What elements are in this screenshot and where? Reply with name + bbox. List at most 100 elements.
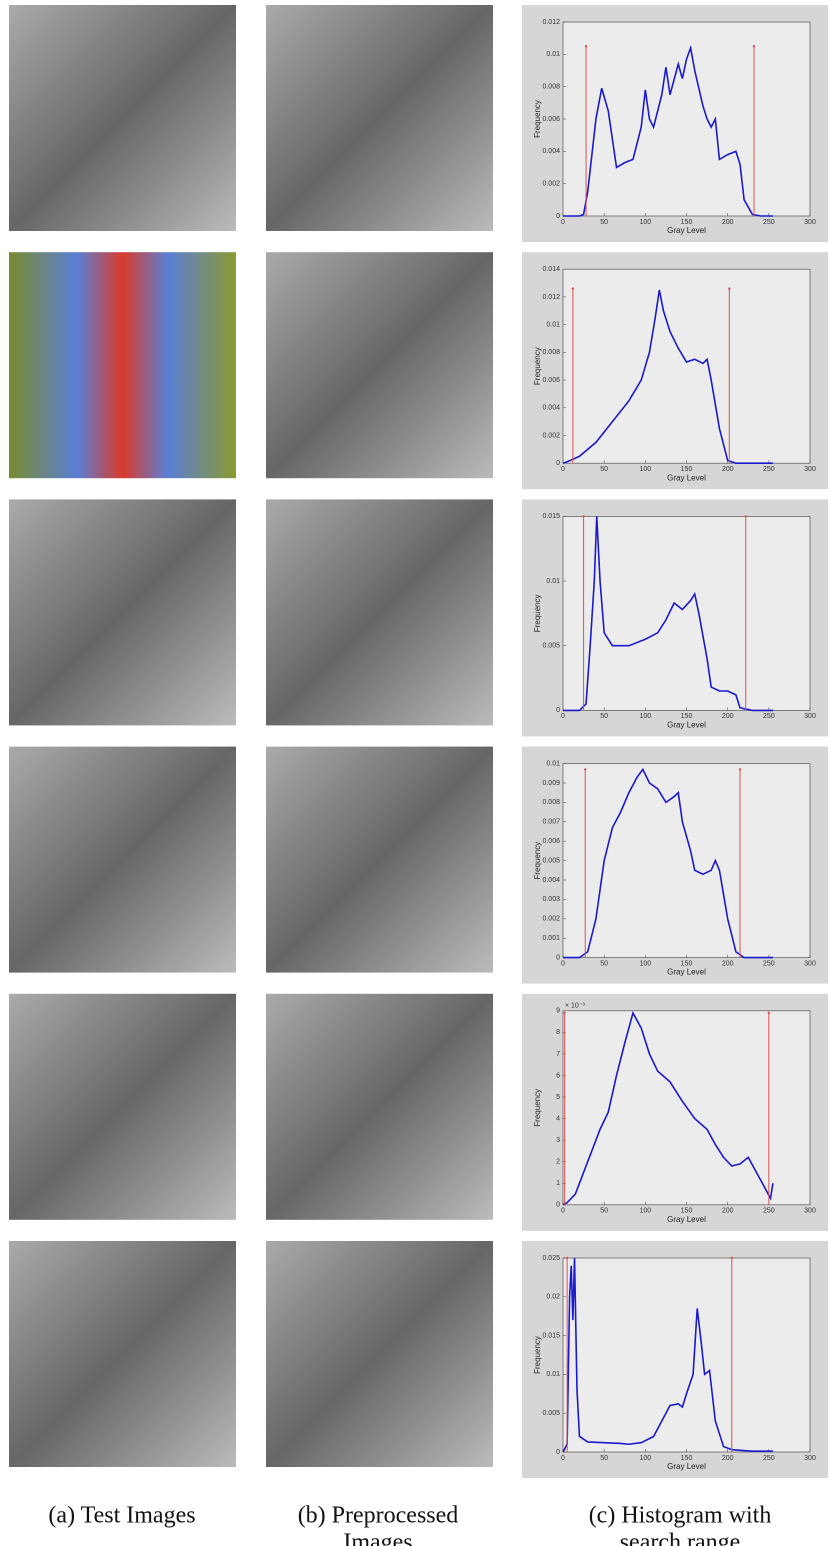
y-tick-label: 0.002 [542,432,560,439]
y-tick-label: 1 [556,1180,560,1187]
search-range-tip [753,45,755,47]
y-tick-label: 0 [556,954,560,961]
x-tick-label: 200 [722,466,734,473]
y-tick-label: 0 [556,213,560,220]
x-tick-label: 300 [804,713,816,720]
search-range-tip [768,1012,770,1014]
y-tick-label: 0.001 [542,935,560,942]
y-tick-label: 0.008 [542,349,560,356]
x-tick-label: 150 [681,713,693,720]
x-tick-label: 50 [600,1455,608,1462]
x-tick-label: 50 [600,960,608,967]
x-axis-label: Gray Level [667,1462,706,1471]
y-axis-label: Frequency [533,347,542,385]
caption: (b) Preprocessed [298,1503,459,1529]
search-range-tip [582,515,584,517]
x-tick-label: 0 [561,219,565,226]
x-tick-label: 100 [639,960,651,967]
figure: (a) Test Images (b) PreprocessedImages (c)… [0,0,829,1546]
caption: search range [620,1530,741,1546]
x-tick-label: 150 [681,219,693,226]
y-tick-label: 0.006 [542,838,560,845]
x-tick-label: 300 [804,1208,816,1215]
x-tick-label: 100 [639,466,651,473]
x-tick-label: 250 [763,1455,775,1462]
y-tick-label: 0.004 [542,148,560,155]
x-tick-label: 300 [804,1455,816,1462]
x-tick-label: 250 [763,960,775,967]
y-tick-label: 0.005 [542,1410,560,1417]
y-tick-label: 0.014 [542,266,560,273]
y-tick-label: 0.015 [542,513,560,520]
y-tick-label: 8 [556,1029,560,1036]
x-tick-label: 100 [639,1208,651,1215]
y-tick-label: 6 [556,1072,560,1079]
y-tick-label: 7 [556,1051,560,1058]
y-tick-label: 0.01 [546,760,560,767]
search-range-tip [566,1257,568,1259]
x-tick-label: 200 [722,713,734,720]
search-range-tip [739,768,741,770]
x-axis-label: Gray Level [667,1215,706,1224]
x-tick-label: 50 [600,713,608,720]
x-tick-label: 100 [639,1455,651,1462]
x-tick-label: 150 [681,466,693,473]
y-tick-label: 0.01 [546,51,560,58]
y-scale-label: × 10⁻³ [565,1003,586,1010]
y-tick-label: 0.01 [546,1371,560,1378]
y-tick-label: 0.012 [542,294,560,301]
test-image [9,1241,236,1467]
x-tick-label: 0 [561,1208,565,1215]
plot-area [563,269,810,463]
y-tick-label: 0 [556,460,560,467]
preprocessed-image [266,747,493,973]
y-tick-label: 9 [556,1008,560,1015]
y-tick-label: 0.005 [542,857,560,864]
y-axis-label: Frequency [533,100,542,138]
y-tick-label: 0.008 [542,799,560,806]
test-image [9,252,236,478]
caption: Images [343,1530,412,1546]
plot-area [563,516,810,710]
search-range-tip [731,1257,733,1259]
preprocessed-image [266,1241,493,1467]
y-tick-label: 0.007 [542,819,560,826]
preprocessed-image [266,994,493,1220]
y-tick-label: 0.004 [542,405,560,412]
x-tick-label: 0 [561,960,565,967]
x-axis-label: Gray Level [667,721,706,730]
x-tick-label: 200 [722,1208,734,1215]
search-range-tip [745,515,747,517]
y-tick-label: 0.01 [546,578,560,585]
x-tick-label: 50 [600,466,608,473]
x-tick-label: 300 [804,219,816,226]
y-tick-label: 4 [556,1115,560,1122]
y-tick-label: 2 [556,1159,560,1166]
y-tick-label: 0.002 [542,181,560,188]
x-tick-label: 200 [722,219,734,226]
test-image [9,994,236,1220]
x-axis-label: Gray Level [667,473,706,482]
caption: (a) Test Images [48,1503,195,1529]
search-range-tip [572,287,574,289]
x-tick-label: 250 [763,1208,775,1215]
x-tick-label: 250 [763,713,775,720]
x-tick-label: 50 [600,219,608,226]
y-axis-label: Frequency [533,842,542,880]
x-tick-label: 200 [722,960,734,967]
x-axis-label: Gray Level [667,968,706,977]
x-tick-label: 0 [561,1455,565,1462]
x-tick-label: 150 [681,1208,693,1215]
y-axis-label: Frequency [533,1336,542,1374]
plot-area [563,764,810,958]
x-tick-label: 150 [681,960,693,967]
test-image [9,5,236,231]
y-tick-label: 0.003 [542,896,560,903]
y-tick-label: 0.006 [542,116,560,123]
y-tick-label: 0.02 [546,1294,560,1301]
x-tick-label: 300 [804,960,816,967]
y-tick-label: 0 [556,1449,560,1456]
search-range-tip [584,768,586,770]
caption: (c) Histogram with [589,1503,772,1529]
x-tick-label: 300 [804,466,816,473]
